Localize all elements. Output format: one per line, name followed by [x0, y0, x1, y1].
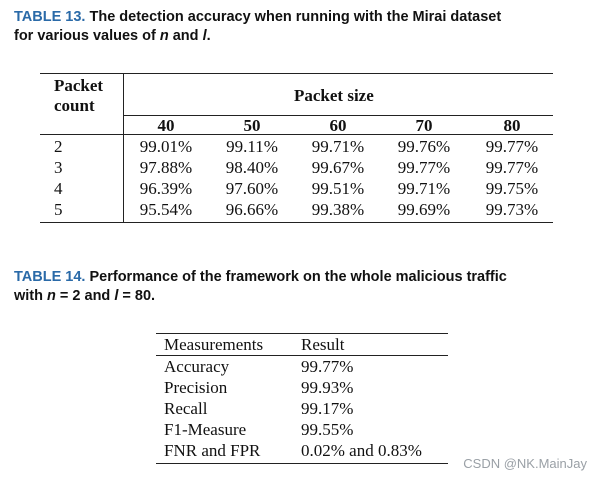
table13-cell: 99.77%: [485, 137, 539, 156]
table14-result: 0.02% and 0.83%: [301, 441, 422, 460]
table13-cell: 99.51%: [311, 179, 365, 198]
table13-cell: 99.75%: [485, 179, 539, 198]
table13-row-count: 3: [54, 158, 63, 177]
table14-header-rule: [156, 355, 448, 356]
table13-header-packet: Packet: [54, 76, 104, 95]
table14-result: 99.17%: [301, 399, 354, 418]
table14-caption-eq2: = 80.: [118, 288, 156, 304]
table13-cell: 97.88%: [139, 158, 193, 177]
table13-caption-n: n: [159, 28, 169, 44]
table13-vertical-rule: [123, 73, 124, 223]
table13-row-count: 4: [54, 179, 63, 198]
table13-cell: 99.76%: [397, 137, 451, 156]
table13-caption-text: The detection accuracy when running with…: [89, 9, 502, 25]
table13-cell: 99.11%: [226, 137, 278, 156]
table13-cell: 96.39%: [139, 179, 193, 198]
table13-bottom-rule: [40, 222, 553, 223]
table13-cell: 99.77%: [397, 158, 451, 177]
table14-header-measurements: Measurements: [164, 335, 264, 354]
table13-size-60: 60: [329, 116, 347, 135]
table13-caption-text-2: for various values of: [14, 28, 160, 44]
table13-row-count: 2: [54, 137, 63, 156]
table13-row-count: 5: [54, 200, 63, 219]
table13-cell: 99.71%: [397, 179, 451, 198]
table14-measure: Accuracy: [164, 357, 230, 376]
table14-caption-l: l: [114, 288, 119, 304]
table13-cell: 95.54%: [139, 200, 193, 219]
table13-caption: TABLE 13. The detection accuracy when ru…: [14, 8, 589, 46]
table14-bottom-rule: [156, 463, 448, 464]
table14-result: 99.55%: [301, 420, 354, 439]
table13-cell: 99.01%: [139, 137, 193, 156]
table13-cell: 96.66%: [225, 200, 279, 219]
table14-measure: Recall: [164, 399, 208, 418]
table14-result: 99.77%: [301, 357, 354, 376]
table13-size-80: 80: [503, 116, 521, 135]
table14-caption-label: TABLE 14.: [14, 269, 86, 285]
table13-cell: 99.71%: [311, 137, 365, 156]
table13-cell: 99.77%: [485, 158, 539, 177]
table13-header-packet-size: Packet size: [294, 86, 374, 105]
table14-measure: FNR and FPR: [164, 441, 261, 460]
table13-size-70: 70: [415, 116, 433, 135]
table14-measure: F1-Measure: [164, 420, 247, 439]
table13-caption-label: TABLE 13.: [14, 9, 86, 25]
table13-cell: 99.67%: [311, 158, 365, 177]
table14-result: 99.93%: [301, 378, 354, 397]
table13-cell: 98.40%: [225, 158, 279, 177]
table14-caption: TABLE 14. Performance of the framework o…: [14, 268, 594, 306]
table14-caption-text-2: with: [14, 288, 48, 304]
table13-top-rule: [40, 73, 553, 74]
table14-header-result: Result: [301, 335, 345, 354]
table14-measure: Precision: [164, 378, 228, 397]
table14-caption-n: n: [47, 288, 56, 304]
table13-cell: 99.38%: [311, 200, 365, 219]
table13-cell: 99.69%: [397, 200, 451, 219]
table13-group-rule: [123, 115, 553, 116]
table13-size-40: 40: [157, 116, 175, 135]
table13-caption-and: and: [168, 28, 203, 44]
table14-top-rule: [156, 333, 448, 334]
table13-header-count: count: [54, 96, 95, 115]
table13-caption-end: .: [206, 28, 211, 44]
table14-caption-text: Performance of the framework on the whol…: [89, 269, 507, 285]
table13-cell: 97.60%: [225, 179, 279, 198]
table13-caption-l: l: [202, 28, 207, 44]
table13-size-50: 50: [243, 116, 261, 135]
watermark: CSDN @NK.MainJay: [463, 456, 587, 471]
table13-header-rule: [40, 134, 553, 135]
table14-caption-eq1: = 2 and: [55, 288, 115, 304]
table13-cell: 99.73%: [485, 200, 539, 219]
